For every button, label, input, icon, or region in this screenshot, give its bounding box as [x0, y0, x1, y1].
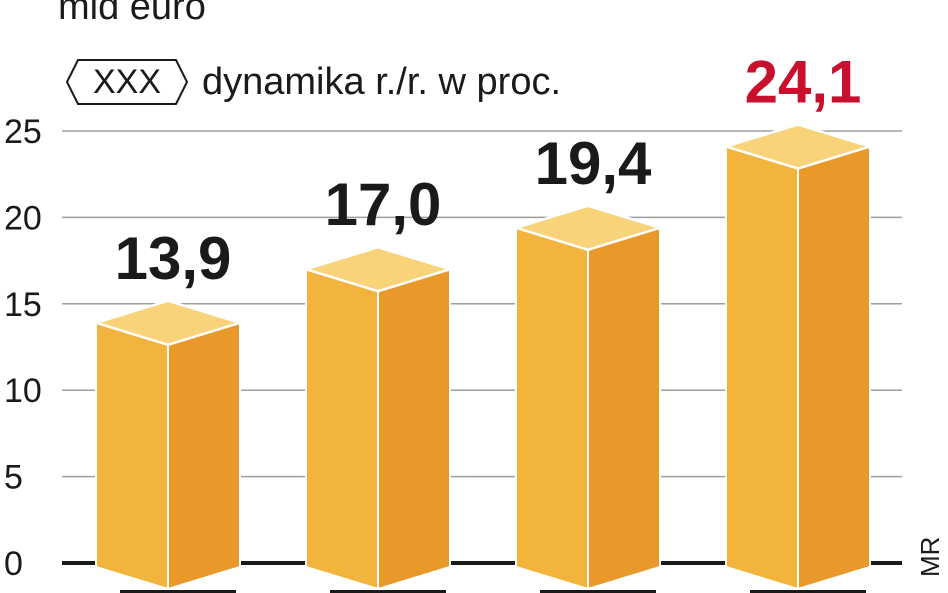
bar-face-right	[167, 321, 241, 591]
bar-top	[301, 245, 455, 293]
bar-face-right	[377, 267, 451, 591]
bar-value-label: 19,4	[535, 130, 652, 197]
y-tick-label: 20	[4, 199, 42, 237]
legend-badge: XXX	[66, 59, 188, 105]
y-tick-label: 15	[4, 286, 42, 324]
legend-badge-frame	[66, 59, 188, 105]
source-text: MR	[915, 536, 945, 577]
y-tick-label: 25	[4, 113, 42, 151]
legend-text: dynamika r./r. w proc.	[202, 60, 562, 103]
bar-top	[721, 123, 875, 170]
bar-face-left	[515, 226, 589, 591]
bar-face-left	[95, 321, 169, 591]
bar-value-label: 17,0	[325, 171, 442, 238]
bar-face-left	[725, 145, 799, 591]
bar-face-left	[305, 267, 379, 591]
y-tick-label: 0	[4, 545, 23, 583]
bar-top	[91, 299, 245, 347]
y-tick-label: 10	[4, 372, 42, 410]
bar-value-label: 24,1	[745, 49, 862, 116]
bar-top	[511, 204, 665, 252]
bar-face-right	[587, 226, 661, 591]
unit-label: mld euro	[58, 0, 206, 28]
legend-badge-text: XXX	[92, 63, 162, 101]
legend: XXX dynamika r./r. w proc.	[66, 56, 561, 108]
y-tick-label: 5	[4, 459, 23, 497]
bar-face-right	[797, 145, 871, 591]
source-label: MR	[911, 521, 948, 581]
bar-value-label: 13,9	[115, 225, 232, 292]
